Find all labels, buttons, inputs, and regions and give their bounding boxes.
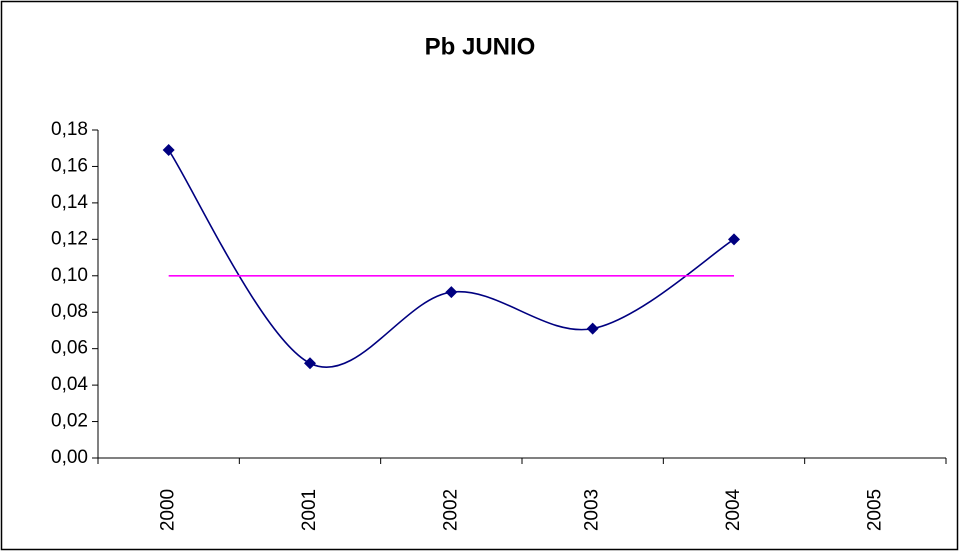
y-tick-label: 0,12 xyxy=(51,228,88,249)
series-line xyxy=(167,149,735,368)
chart-title: Pb JUNIO xyxy=(425,33,536,60)
marker xyxy=(728,233,740,246)
marker xyxy=(586,322,599,335)
y-tick-label: 0,08 xyxy=(51,301,88,322)
x-tick-label: 2001 xyxy=(299,489,320,531)
y-tick-label: 0,14 xyxy=(51,192,88,213)
x-tick-label: 2004 xyxy=(723,488,744,531)
x-tick-label: 2005 xyxy=(864,489,885,531)
y-tick-label: 0,16 xyxy=(51,155,88,176)
y-tick-label: 0,06 xyxy=(51,338,88,359)
x-tick-label: 2002 xyxy=(440,489,461,531)
x-tick-label: 2000 xyxy=(158,489,179,531)
y-tick-label: 0,02 xyxy=(51,411,88,432)
y-tick-label: 0,10 xyxy=(51,265,88,286)
marker xyxy=(162,144,175,157)
y-tick-label: 0,00 xyxy=(51,447,88,468)
y-tick-label: 0,04 xyxy=(51,374,88,395)
y-tick-label: 0,18 xyxy=(51,119,88,140)
marker xyxy=(445,286,458,299)
x-tick-label: 2003 xyxy=(582,489,603,531)
marker xyxy=(304,357,316,370)
